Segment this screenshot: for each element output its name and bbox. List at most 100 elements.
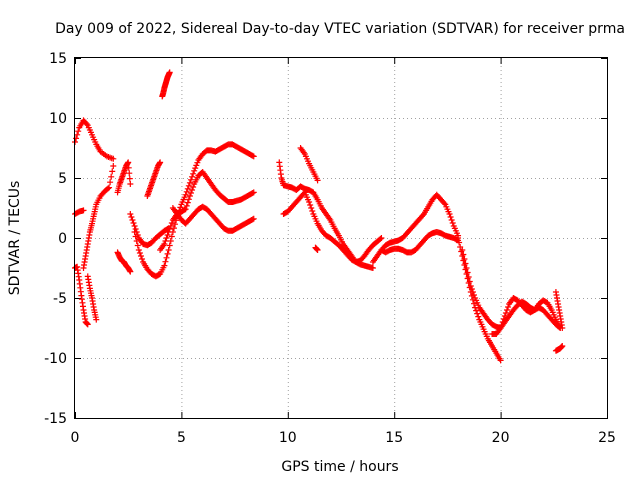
- data-point: [127, 211, 134, 217]
- data-point: [501, 313, 508, 319]
- data-point: [250, 215, 257, 222]
- data-point: [309, 208, 316, 214]
- x-tick-label: 5: [177, 430, 186, 446]
- series-seg-t: [455, 235, 504, 364]
- data-point: [183, 202, 190, 209]
- data-points: [72, 69, 566, 364]
- y-tick-label: -10: [44, 351, 67, 367]
- data-point: [314, 247, 321, 253]
- data-point: [559, 325, 566, 331]
- data-point: [107, 179, 114, 186]
- series-seg-c: [80, 163, 117, 271]
- data-point: [135, 247, 142, 253]
- series-seg-u: [459, 247, 564, 331]
- data-point: [157, 159, 164, 166]
- data-point: [250, 189, 257, 196]
- data-point: [166, 69, 173, 76]
- series-seg-p: [297, 145, 321, 184]
- data-point: [250, 153, 257, 160]
- data-point: [84, 321, 91, 328]
- data-point: [499, 319, 506, 325]
- data-point: [464, 269, 471, 276]
- x-axis-label: GPS time / hours: [281, 459, 398, 475]
- x-tick-label: 0: [71, 430, 80, 446]
- data-point: [185, 182, 192, 189]
- data-point: [465, 274, 472, 280]
- data-point: [133, 238, 140, 244]
- y-axis-label: SDTVAR / TECUs: [7, 181, 23, 296]
- data-point: [110, 163, 117, 169]
- data-point: [498, 322, 505, 328]
- data-point: [168, 220, 175, 226]
- data-point: [185, 196, 192, 203]
- data-point: [449, 220, 456, 226]
- data-point: [134, 242, 141, 249]
- data-point: [139, 256, 146, 262]
- data-point: [306, 199, 313, 205]
- series-seg-w: [552, 289, 566, 331]
- data-point: [183, 188, 190, 195]
- data-point: [377, 235, 384, 242]
- data-point: [471, 292, 477, 298]
- data-point: [125, 159, 132, 166]
- series-seg-l: [157, 169, 257, 253]
- data-point: [469, 289, 476, 295]
- data-point: [74, 131, 81, 138]
- data-point: [314, 177, 321, 184]
- data-point: [164, 232, 171, 238]
- data-point: [162, 238, 169, 244]
- data-point: [190, 170, 197, 177]
- series-seg-e: [84, 273, 100, 323]
- data-point: [131, 223, 138, 229]
- data-point: [446, 211, 453, 217]
- data-point: [163, 235, 170, 241]
- data-point: [80, 207, 87, 214]
- x-tick-label: 15: [385, 430, 403, 446]
- data-point: [165, 247, 172, 253]
- y-tick-label: 0: [58, 231, 67, 247]
- data-point: [189, 173, 196, 180]
- data-point: [182, 191, 189, 198]
- data-point: [73, 135, 80, 142]
- data-point: [369, 265, 376, 271]
- data-point: [170, 225, 177, 232]
- data-point: [137, 253, 144, 259]
- data-point: [448, 217, 455, 223]
- data-point: [168, 233, 175, 240]
- data-point: [127, 268, 134, 275]
- y-tick-label: 5: [58, 171, 67, 187]
- data-point: [167, 238, 174, 244]
- data-point: [497, 325, 504, 331]
- data-point: [110, 155, 117, 162]
- data-point: [459, 247, 466, 253]
- data-point: [186, 179, 193, 186]
- data-point: [447, 214, 454, 220]
- data-point: [130, 220, 137, 226]
- series-seg-v: [489, 295, 564, 337]
- series-seg-o: [280, 189, 385, 265]
- y-tick-label: 10: [49, 111, 67, 127]
- data-point: [104, 185, 111, 192]
- data-point: [378, 235, 385, 241]
- data-point: [165, 229, 172, 235]
- data-point: [128, 214, 135, 220]
- data-point: [166, 242, 173, 249]
- series-seg-a: [72, 117, 117, 162]
- data-point: [456, 239, 463, 246]
- data-point: [184, 185, 191, 192]
- data-point: [503, 307, 510, 313]
- series-seg-d: [72, 263, 91, 328]
- plot-frame: [74, 57, 608, 419]
- data-point: [497, 357, 504, 364]
- series-seg-h: [127, 211, 172, 249]
- ticks-layer: 0 5 10 15 20 25 -15 -10 -5 0 5 10 15: [44, 51, 616, 446]
- data-point: [106, 184, 113, 191]
- data-point: [473, 307, 480, 314]
- data-point: [132, 233, 139, 240]
- data-point: [167, 223, 174, 229]
- data-point: [462, 260, 469, 267]
- data-point: [189, 187, 196, 193]
- data-point: [109, 168, 116, 175]
- data-point: [182, 206, 189, 213]
- series-seg-s: [378, 229, 462, 256]
